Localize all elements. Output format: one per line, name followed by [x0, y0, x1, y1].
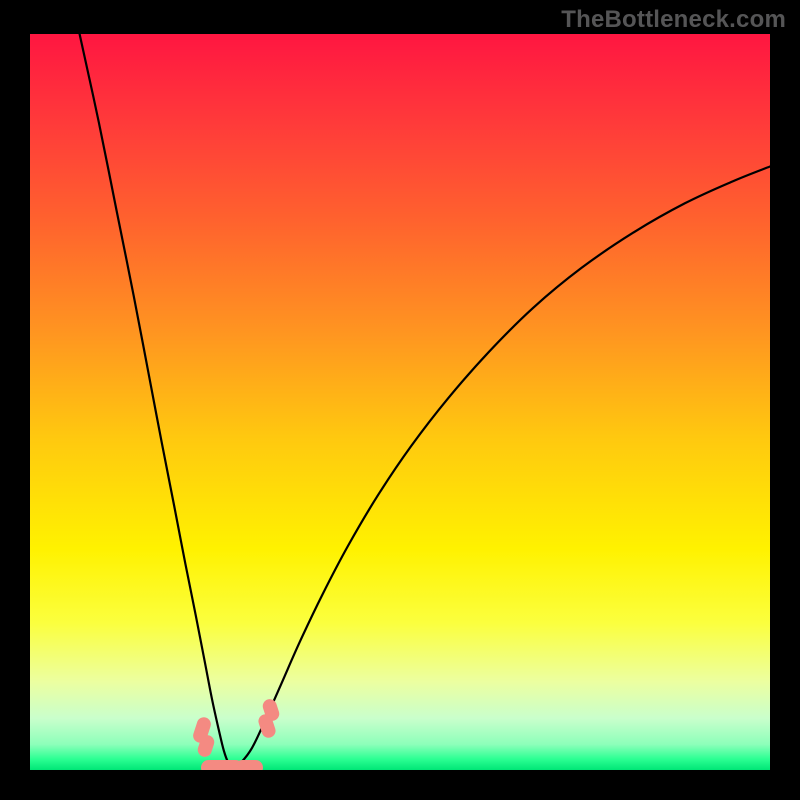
outer-frame: TheBottleneck.com: [0, 0, 800, 800]
curve-marker: [235, 760, 263, 770]
curve-markers-group: [30, 34, 770, 770]
watermark-text: TheBottleneck.com: [561, 6, 786, 34]
plot-area: [30, 34, 770, 770]
